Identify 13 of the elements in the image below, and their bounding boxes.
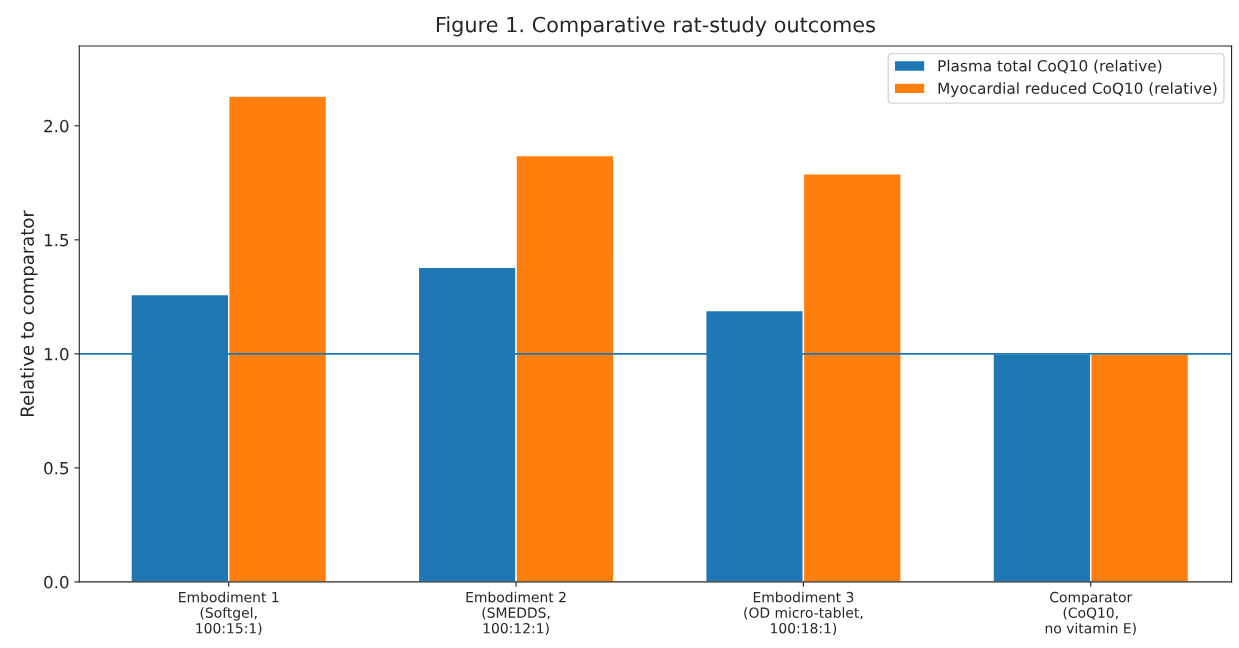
legend-label: Myocardial reduced CoQ10 (relative) [938, 82, 1217, 97]
y-tick-label: 0.5 [44, 461, 69, 475]
y-axis-title: Relative to comparator [20, 210, 38, 416]
x-tick-label: Embodiment 3 (OD micro-tablet, 100:18:1) [744, 591, 863, 636]
legend-label: Plasma total CoQ10 (relative) [938, 59, 1162, 74]
y-tick-label: 1.0 [44, 347, 69, 361]
chart-title: Figure 1. Comparative rat-study outcomes [436, 16, 875, 37]
x-tick-label: Comparator (CoQ10, no vitamin E) [1045, 591, 1136, 636]
x-tick-label: Embodiment 2 (SMEDDS, 100:12:1) [466, 591, 566, 636]
y-tick-label: 0.0 [44, 575, 69, 589]
y-tick-label: 1.5 [44, 234, 69, 247]
x-tick-label: Embodiment 1 (Softgel, 100:15:1) [179, 591, 279, 636]
y-tick-label: 2.0 [44, 119, 69, 133]
